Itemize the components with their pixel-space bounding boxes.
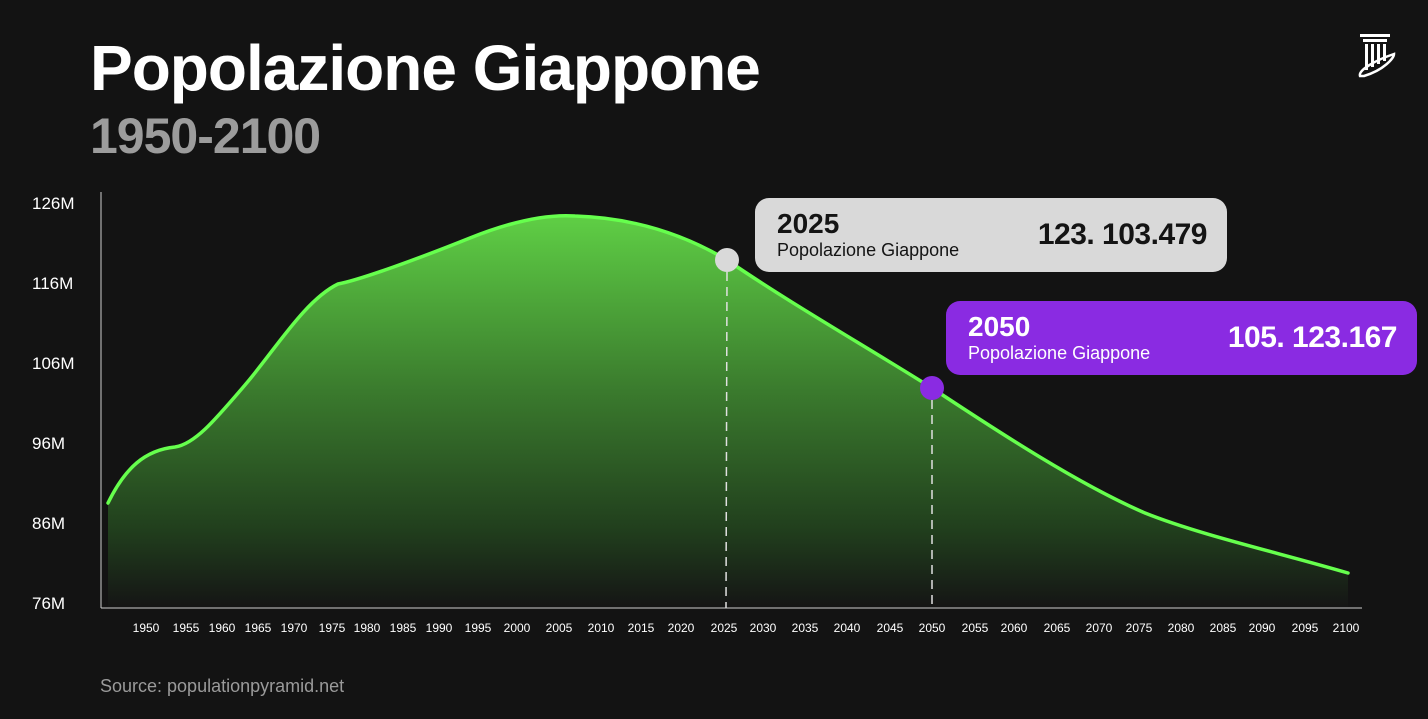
x-tick-label: 1970 xyxy=(280,621,308,635)
x-tick-label: 1985 xyxy=(389,621,417,635)
x-tick-label: 2040 xyxy=(833,621,861,635)
x-tick-label: 1975 xyxy=(318,621,346,635)
tooltip-label: Popolazione Giappone xyxy=(777,239,960,260)
x-tick-label: 2000 xyxy=(503,621,531,635)
y-tick-label: 76M xyxy=(32,594,66,613)
x-tick-label: 2035 xyxy=(791,621,819,635)
x-tick-label: 2090 xyxy=(1248,621,1276,635)
x-tick-label: 2055 xyxy=(961,621,989,635)
tooltip-value: 123. 103.479 xyxy=(1037,218,1208,251)
tooltip-2050: 2050 Popolazione Giappone 105. 123.167 xyxy=(946,301,1417,375)
marker-2050-dot xyxy=(920,376,944,400)
greek-column-icon xyxy=(1358,34,1396,78)
y-tick-label: 86M xyxy=(32,514,66,533)
chart-subtitle: 1950-2100 xyxy=(90,108,321,164)
marker-2025-dashed-line xyxy=(725,271,728,609)
tooltip-year: 2050 xyxy=(968,310,1031,342)
x-tick-label: 2085 xyxy=(1209,621,1237,635)
y-tick-label: 106M xyxy=(32,354,75,373)
x-tick-label: 1980 xyxy=(353,621,381,635)
x-tick-label: 1990 xyxy=(425,621,453,635)
x-tick-label: 2075 xyxy=(1125,621,1153,635)
x-tick-label: 2065 xyxy=(1043,621,1071,635)
chart-title: Popolazione Giappone xyxy=(90,32,761,104)
tooltip-2025: 2025 Popolazione Giappone 123. 103.479 xyxy=(755,198,1227,272)
marker-2025-dot xyxy=(715,248,739,272)
x-tick-label: 1995 xyxy=(464,621,492,635)
x-tick-label: 2015 xyxy=(627,621,655,635)
x-tick-label: 2060 xyxy=(1000,621,1028,635)
x-tick-label: 1960 xyxy=(208,621,236,635)
x-tick-label: 2010 xyxy=(587,621,615,635)
x-tick-label: 2095 xyxy=(1291,621,1319,635)
source-note: Source: populationpyramid.net xyxy=(100,676,345,696)
x-tick-label: 1965 xyxy=(244,621,272,635)
x-tick-label: 2030 xyxy=(749,621,777,635)
x-tick-label: 2050 xyxy=(918,621,946,635)
y-tick-label: 116M xyxy=(32,274,74,293)
x-tick-label: 1955 xyxy=(172,621,200,635)
y-tick-label: 126M xyxy=(32,194,75,213)
x-tick-label: 2070 xyxy=(1085,621,1113,635)
x-tick-label: 2100 xyxy=(1332,621,1360,635)
x-tick-label: 2080 xyxy=(1167,621,1195,635)
tooltip-value: 105. 123.167 xyxy=(1227,321,1398,354)
x-tick-label: 1950 xyxy=(132,621,160,635)
area-fill xyxy=(108,215,1348,607)
tooltip-year: 2025 xyxy=(777,207,840,239)
tooltip-label: Popolazione Giappone xyxy=(968,342,1151,363)
x-tick-label: 2025 xyxy=(710,621,738,635)
x-tick-label: 2045 xyxy=(876,621,904,635)
population-line xyxy=(106,213,1350,575)
y-tick-label: 96M xyxy=(32,434,66,453)
x-tick-label: 2020 xyxy=(667,621,695,635)
x-tick-label: 2005 xyxy=(545,621,573,635)
